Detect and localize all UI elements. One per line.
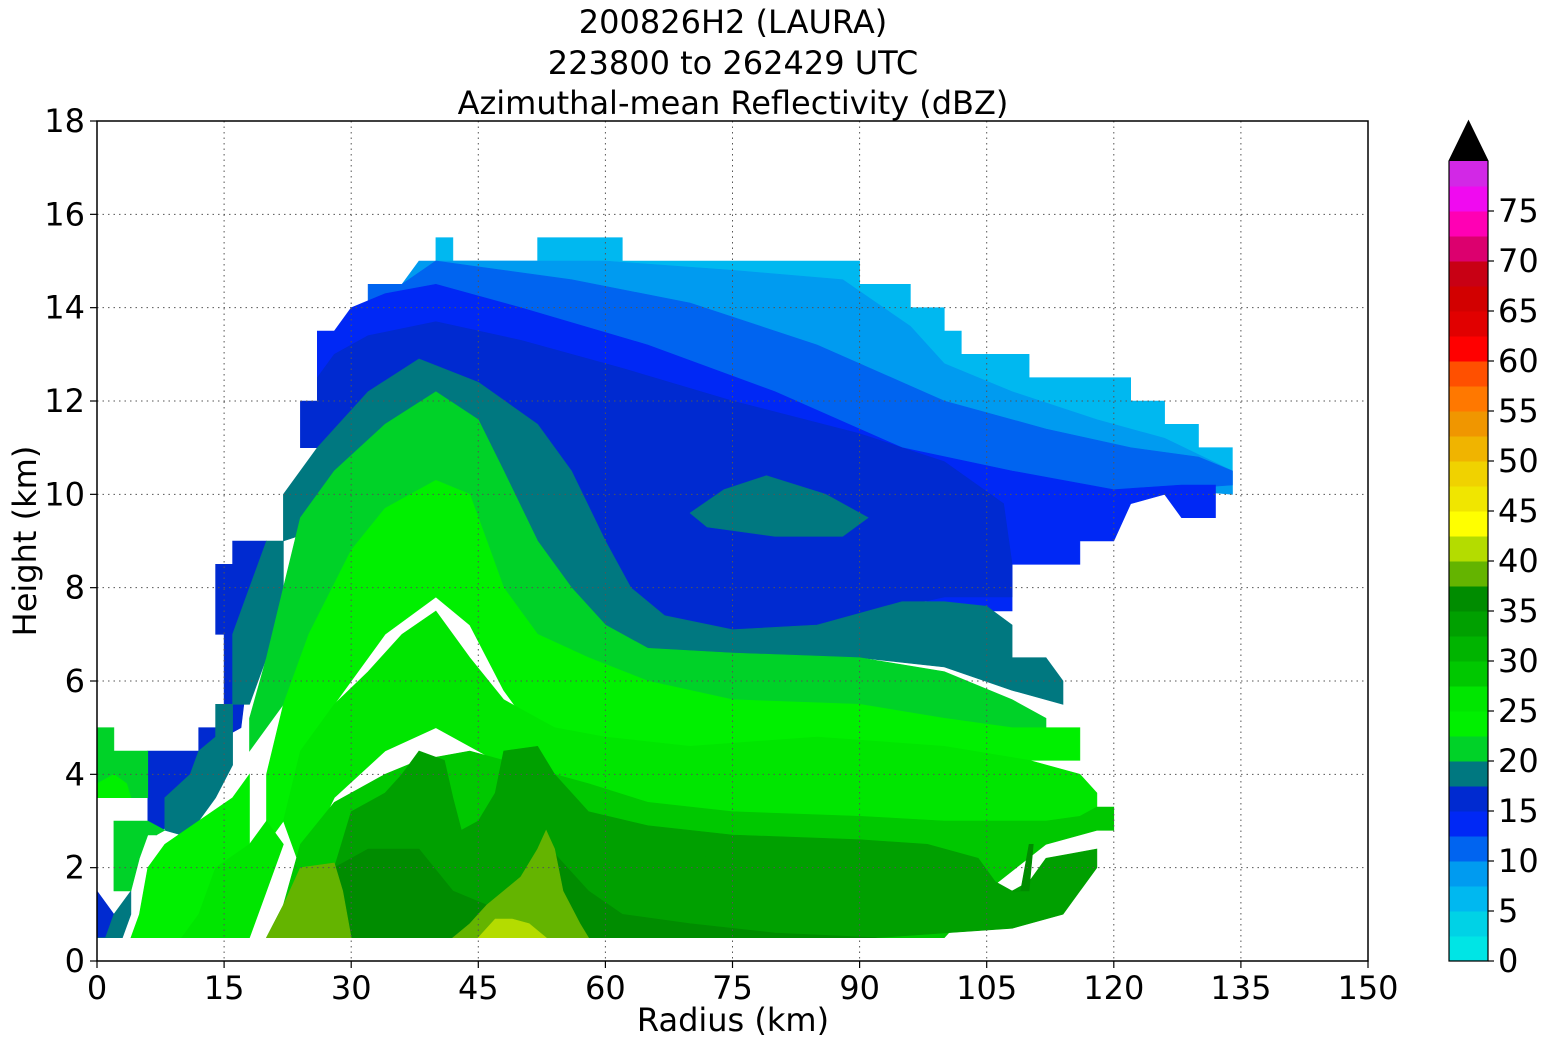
colorbar-segment [1449,861,1488,887]
y-tick-label: 8 [65,569,85,607]
colorbar-tick-label: 40 [1498,542,1539,580]
plot-area: 0 15 30 45 60 75 90 105 120 135 150 0 2 4 6 8 10 12 14 16 1… [44,102,1398,1007]
colorbar-segment [1449,611,1488,637]
colorbar-segment [1449,761,1488,787]
colorbar-tick-label: 60 [1498,342,1539,380]
colorbar-segment [1449,386,1488,412]
colorbar-segment [1449,586,1488,612]
x-tick-label: 45 [458,969,499,1007]
y-tick-label: 12 [44,382,85,420]
colorbar-segment [1449,361,1488,387]
colorbar-segment [1449,711,1488,737]
y-tick-label: 6 [65,662,85,700]
colorbar-segment [1449,186,1488,212]
x-axis-label: Radius (km) [637,1001,829,1039]
colorbar-extend-max [1449,121,1488,161]
chart-title: 200826H2 (LAURA) 223800 to 262429 UTC Az… [458,3,1009,122]
x-axis-ticks: 0 15 30 45 60 75 90 105 120 135 150 [87,961,1399,1007]
colorbar-segment [1449,736,1488,762]
x-tick-label: 90 [839,969,880,1007]
colorbar-segment [1449,911,1488,937]
colorbar-segment [1449,311,1488,337]
x-tick-label: 75 [712,969,753,1007]
colorbar-segment [1449,886,1488,912]
colorbar-tick-label: 65 [1498,292,1539,330]
x-tick-label: 60 [585,969,626,1007]
colorbar-tick-label: 45 [1498,492,1539,530]
colorbar-segment [1449,811,1488,837]
colorbar-segment [1449,486,1488,512]
colorbar-segment [1449,636,1488,662]
grid-lines [97,121,1368,961]
y-tick-label: 0 [65,942,85,980]
contour-region-35-dbz [477,918,547,939]
colorbar-tick-label: 20 [1498,742,1539,780]
contour-region-30-dbz [1012,843,1034,892]
contour-region-22.5-dbz [181,820,284,939]
colorbar-tick-label: 75 [1498,192,1539,230]
colorbar-segment [1449,286,1488,312]
colorbar-tick-label: 0 [1498,942,1518,980]
x-tick-label: 135 [1210,969,1271,1007]
colorbar-segment [1449,211,1488,237]
colorbar-tick-label: 25 [1498,692,1539,730]
colorbar-segment [1449,161,1488,187]
y-tick-label: 10 [44,475,85,513]
colorbar-segment [1449,836,1488,862]
y-axis-ticks: 0 2 4 6 8 10 12 14 16 18 [44,102,97,980]
contour-region-17.5-dbz [113,820,166,892]
colorbar-segment [1449,336,1488,362]
colorbar-tick-label: 5 [1498,892,1518,930]
colorbar-segment [1449,686,1488,712]
colorbar-tick-label: 50 [1498,442,1539,480]
contour-region-32.5-dbz [452,829,590,939]
colorbar-tick-label: 15 [1498,792,1539,830]
y-tick-label: 14 [44,289,85,327]
y-tick-label: 2 [65,849,85,887]
y-tick-label: 4 [65,755,85,793]
colorbar-segment [1449,661,1488,687]
colorbar-tick-label: 55 [1498,392,1539,430]
colorbar-segment [1449,536,1488,562]
contour-fills [97,237,1233,939]
colorbar: 0 5 10 15 20 25 30 35 40 45 50 55 60 65 70 75 [1448,119,1539,980]
colorbar-segment [1449,461,1488,487]
colorbar-segment [1449,261,1488,287]
x-tick-label: 150 [1337,969,1398,1007]
colorbar-tick-label: 70 [1498,242,1539,280]
y-tick-label: 16 [44,195,85,233]
colorbar-outline [1448,119,1489,962]
colorbar-segment [1449,411,1488,437]
title-line-1: 200826H2 (LAURA) [579,3,887,41]
colorbar-segment [1449,436,1488,462]
x-tick-label: 120 [1083,969,1144,1007]
contour-region-22.5-dbz [283,610,1098,869]
y-tick-label: 18 [44,102,85,140]
colorbar-tick-label: 35 [1498,592,1539,630]
x-tick-label: 15 [204,969,245,1007]
contour-region-15-dbz [689,475,869,537]
colorbar-tick-label: 30 [1498,642,1539,680]
colorbar-segment [1449,511,1488,537]
colorbar-tick-label: 10 [1498,842,1539,880]
y-axis-label: Height (km) [6,446,44,637]
colorbar-segment [1449,236,1488,262]
colorbar-segment [1449,936,1488,962]
title-line-3: Azimuthal-mean Reflectivity (dBZ) [458,84,1009,122]
colorbar-segment [1449,561,1488,587]
x-tick-label: 105 [956,969,1017,1007]
contour-region-32.5-dbz [266,862,352,939]
colorbar-segment [1449,786,1488,812]
contour-region-15-dbz [232,540,284,705]
contour-region-20-dbz [97,773,132,799]
x-tick-label: 30 [331,969,372,1007]
title-line-2: 223800 to 262429 UTC [548,44,918,82]
x-tick-label: 0 [87,969,107,1007]
